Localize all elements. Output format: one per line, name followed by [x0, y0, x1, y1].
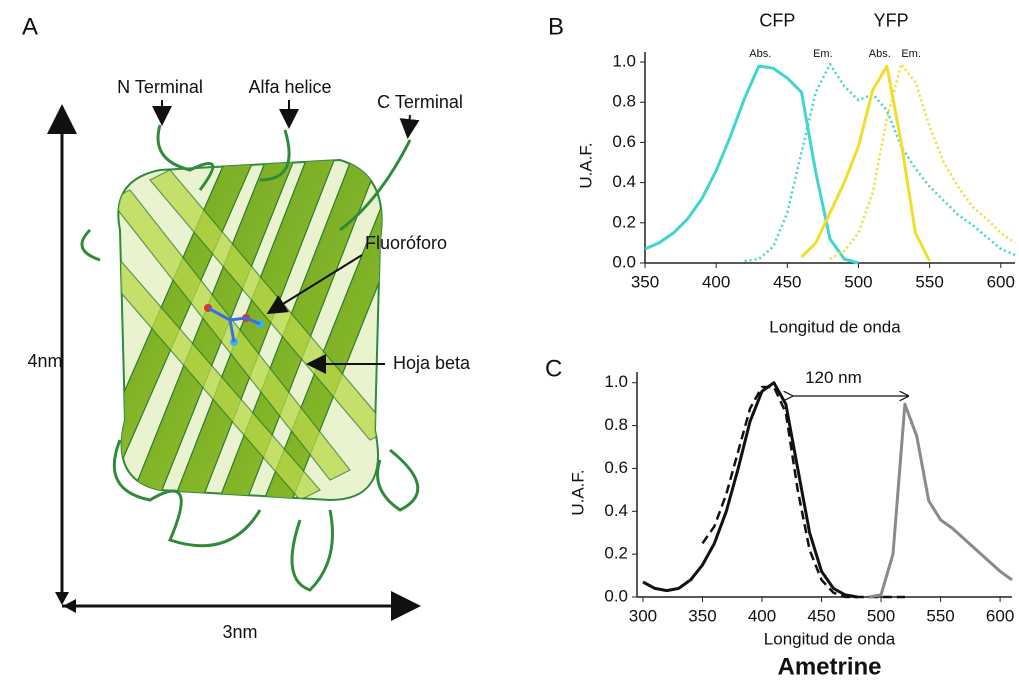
panel-label: B: [548, 13, 564, 40]
y-axis-label: U.A.F.: [568, 469, 587, 515]
chart-title: Ametrine: [777, 653, 881, 680]
x-axis-label: Longitud de onda: [769, 317, 901, 336]
annotation: Fluoróforo: [365, 233, 447, 253]
x-tick-label: 450: [773, 272, 801, 291]
y-tick-label: 1.0: [612, 52, 636, 71]
panel-a: A N Terminal Alfa: [22, 13, 471, 641]
annotation: Abs.: [869, 48, 891, 60]
series-line: [642, 381, 858, 599]
y-tick-label: 0.6: [604, 458, 628, 477]
annotation: CFP: [759, 11, 795, 31]
x-axis-label: Longitud de onda: [764, 629, 896, 648]
panel-label: A: [22, 13, 38, 40]
series-line: [644, 64, 859, 265]
y-tick-label: 0.2: [604, 544, 628, 563]
y-tick-label: 0.2: [612, 212, 636, 231]
x-tick-label: 600: [986, 606, 1014, 625]
panel-label: C: [545, 355, 562, 382]
x-tick-label: 400: [748, 606, 776, 625]
y-tick-label: 0.0: [604, 586, 628, 605]
annotation: Alfa helice: [248, 77, 331, 97]
x-tick-label: 350: [631, 272, 659, 291]
annotation: Em.: [901, 48, 921, 60]
y-tick-label: 0.8: [612, 92, 636, 111]
x-tick-label: 550: [915, 272, 943, 291]
x-tick-label: 500: [844, 272, 872, 291]
x-tick-label: 350: [688, 606, 716, 625]
x-tick-label: 500: [867, 606, 895, 625]
y-tick-label: 1.0: [604, 372, 628, 391]
series-line: [800, 64, 931, 262]
annotation: YFP: [874, 11, 909, 31]
series-line: [868, 402, 1013, 599]
series-line: [744, 62, 1016, 263]
x-tick-label: 550: [926, 606, 954, 625]
annotation: N Terminal: [117, 77, 203, 97]
x-tick-label: 400: [702, 272, 730, 291]
y-tick-label: 0.4: [612, 172, 636, 191]
annotation: C Terminal: [377, 92, 463, 112]
y-axis-label: U.A.F.: [576, 142, 595, 188]
series-line: [829, 62, 1016, 261]
annotation: 120 nm: [805, 368, 862, 387]
x-tick-label: 600: [987, 272, 1015, 291]
y-tick-label: 0.8: [604, 415, 628, 434]
x-tick-label: 450: [807, 606, 835, 625]
annotation: Abs.: [749, 48, 771, 60]
y-tick-label: 0.6: [612, 132, 636, 151]
dimension-label: 3nm: [222, 622, 257, 642]
y-tick-label: 0.0: [612, 252, 636, 271]
annotation: Em.: [813, 48, 833, 60]
y-tick-label: 0.4: [604, 501, 628, 520]
protein-structure: [80, 124, 420, 592]
x-tick-label: 300: [629, 606, 657, 625]
annotation: Hoja beta: [393, 353, 471, 373]
dimension-label: 4nm: [27, 351, 62, 371]
